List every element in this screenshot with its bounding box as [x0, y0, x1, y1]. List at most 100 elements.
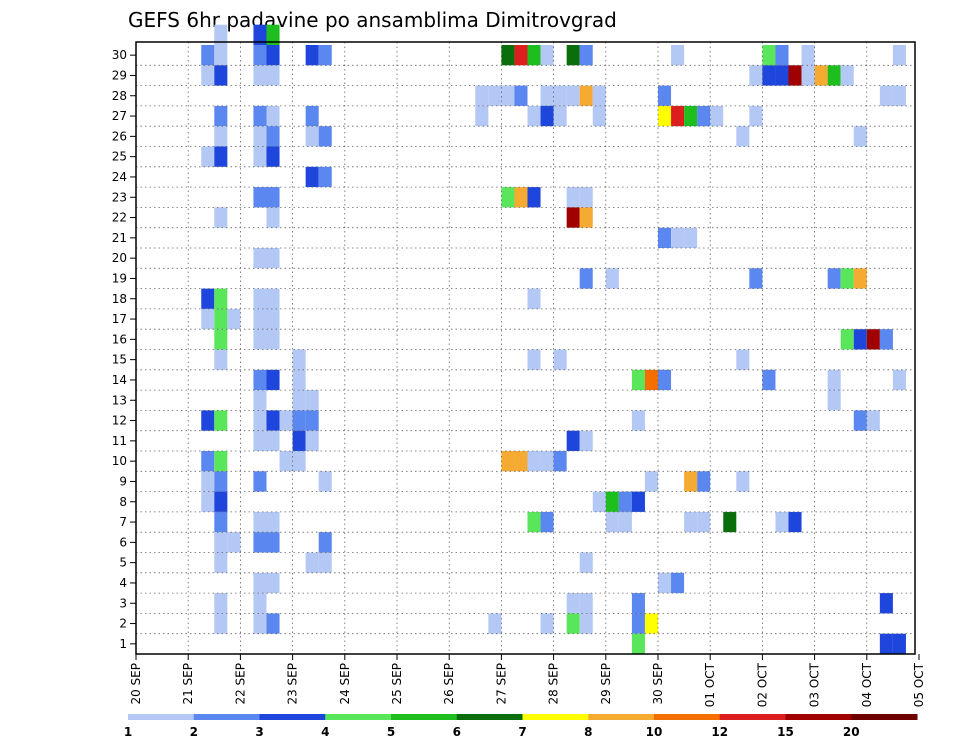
heatmap-cell — [618, 491, 632, 512]
x-tick-label: 28 SEP — [547, 663, 561, 705]
heatmap-cell — [775, 511, 789, 533]
heatmap-cell — [318, 126, 332, 147]
heatmap-cell — [266, 572, 280, 594]
heatmap-cell — [892, 633, 906, 654]
heatmap-cell — [292, 451, 306, 472]
heatmap-cell — [253, 65, 267, 86]
heatmap-cell — [214, 288, 228, 309]
heatmap-cell — [553, 451, 567, 472]
legend-label: 4 — [321, 725, 329, 739]
legend-label: 8 — [584, 725, 592, 739]
y-tick-label: 28 — [112, 89, 127, 103]
x-tick-label: 20 SEP — [129, 663, 143, 705]
heatmap-cell — [214, 532, 228, 553]
heatmap-cell — [266, 511, 280, 533]
heatmap-cell — [514, 85, 528, 106]
heatmap-cell — [214, 105, 228, 127]
heatmap-cell — [253, 430, 267, 451]
heatmap-cell — [684, 511, 698, 533]
x-tick-label: 24 SEP — [338, 663, 352, 705]
heatmap-cell — [762, 45, 776, 66]
heatmap-cell — [214, 552, 228, 573]
heatmap-cell — [305, 105, 319, 127]
heatmap-cell — [501, 187, 515, 208]
heatmap-cell — [253, 308, 267, 330]
heatmap-cell — [501, 451, 515, 472]
x-tick-label: 23 SEP — [286, 663, 300, 705]
heatmap-cell — [253, 288, 267, 309]
heatmap-cell — [501, 45, 515, 66]
heatmap-cell — [579, 207, 593, 228]
heatmap-cell — [318, 45, 332, 66]
heatmap-cell — [253, 105, 267, 127]
x-tick-label: 05 OCT — [912, 662, 926, 707]
heatmap-cell — [540, 45, 554, 66]
heatmap-cell — [292, 369, 306, 391]
heatmap-cell — [644, 369, 658, 391]
legend-label: 12 — [711, 725, 728, 739]
heatmap-cell — [305, 166, 319, 188]
heatmap-cell — [736, 349, 750, 370]
x-tick-label: 29 SEP — [599, 663, 613, 705]
heatmap-cell — [214, 308, 228, 330]
heatmap-cell — [266, 45, 280, 66]
heatmap-cell — [253, 613, 267, 634]
heatmap-cell — [527, 105, 541, 127]
heatmap-cell — [631, 369, 645, 391]
heatmap-cell — [566, 593, 580, 614]
heatmap-cell — [697, 105, 711, 127]
legend-swatch — [785, 714, 852, 720]
heatmap-cell — [292, 410, 306, 431]
y-tick-label: 9 — [119, 474, 127, 488]
x-axis: 20 SEP 21 SEP 22 SEP 23 SEP 24 SEP 25 SEP 26 S… — [129, 654, 926, 707]
heatmap-cell — [866, 410, 880, 431]
heatmap-cell — [566, 613, 580, 634]
heatmap-cell — [827, 369, 841, 391]
heatmap-cell — [579, 268, 593, 289]
heatmap-cell — [201, 288, 215, 309]
heatmap-cell — [253, 126, 267, 147]
heatmap-cell — [514, 451, 528, 472]
heatmap-cell — [684, 227, 698, 248]
heatmap-cell — [788, 65, 802, 86]
legend-label: 10 — [646, 725, 663, 739]
heatmap-cell — [214, 45, 228, 66]
heatmap-cell — [631, 593, 645, 614]
heatmap-cell — [318, 532, 332, 553]
heatmap-cell — [879, 329, 893, 350]
heatmap-cell — [514, 45, 528, 66]
y-axis: 1234567891011121314151617181920212223242… — [112, 48, 136, 651]
heatmap-cell — [253, 45, 267, 66]
heatmap-cell — [214, 207, 228, 228]
heatmap-cell — [201, 471, 215, 492]
heatmap-cell — [279, 451, 293, 472]
heatmap-cell — [579, 593, 593, 614]
heatmap-cell — [214, 491, 228, 512]
y-tick-label: 4 — [119, 576, 127, 590]
heatmap-cell — [253, 410, 267, 431]
y-tick-label: 6 — [119, 535, 127, 549]
heatmap-cell — [892, 369, 906, 391]
y-tick-label: 7 — [119, 515, 127, 529]
heatmap-cell — [749, 268, 763, 289]
heatmap-cell — [671, 45, 685, 66]
heatmap-cell — [710, 105, 724, 127]
heatmap-cell — [658, 105, 672, 127]
x-tick-label: 04 OCT — [860, 662, 874, 707]
heatmap-cell — [292, 430, 306, 451]
heatmap-cell — [840, 329, 854, 350]
heatmap-cell — [631, 613, 645, 634]
y-tick-label: 27 — [112, 109, 127, 123]
heatmap-cell — [266, 329, 280, 350]
heatmap-cell — [540, 613, 554, 634]
x-tick-label: 03 OCT — [808, 662, 822, 707]
legend-swatch — [588, 714, 655, 720]
heatmap-cell — [658, 227, 672, 248]
heatmap-cell — [866, 329, 880, 350]
x-tick-label: 27 SEP — [494, 663, 508, 705]
x-tick-label: 21 SEP — [181, 663, 195, 705]
legend-label: 1 — [124, 725, 132, 739]
legend-swatch — [654, 714, 721, 720]
heatmap-cell — [540, 105, 554, 127]
legend-swatch — [456, 714, 523, 720]
